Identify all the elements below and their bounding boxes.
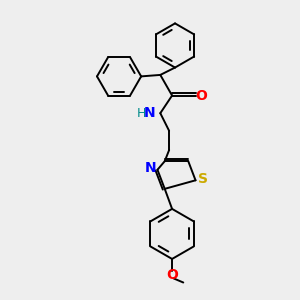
- Text: N: N: [144, 106, 155, 120]
- Text: N: N: [145, 161, 157, 175]
- Text: H: H: [137, 107, 146, 120]
- Text: O: O: [166, 268, 178, 282]
- Text: O: O: [195, 88, 207, 103]
- Text: S: S: [198, 172, 208, 186]
